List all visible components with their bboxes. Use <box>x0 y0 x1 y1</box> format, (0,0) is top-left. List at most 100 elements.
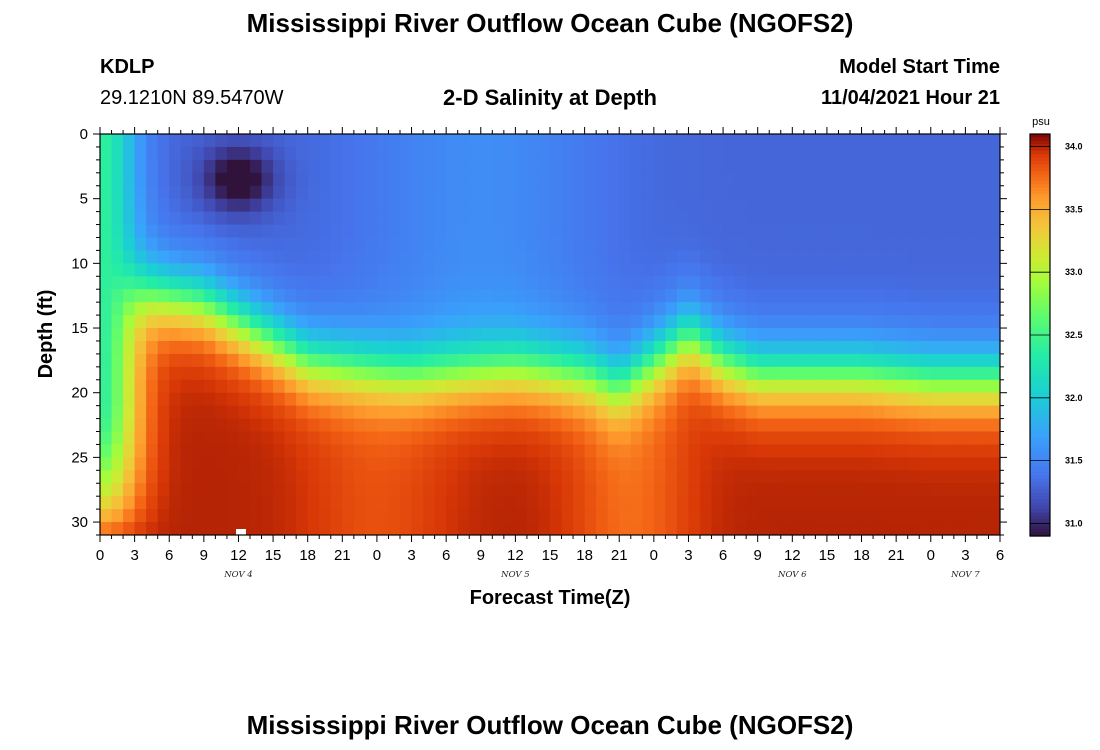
heatmap-cell <box>780 340 793 355</box>
heatmap-cell <box>907 289 920 303</box>
heatmap-cell <box>192 418 205 433</box>
heatmap-cell <box>111 237 124 252</box>
heatmap-cell <box>192 289 205 303</box>
heatmap-cell <box>203 237 216 252</box>
heatmap-cell <box>757 263 770 277</box>
heatmap-cell <box>642 444 655 458</box>
heatmap-cell <box>838 315 851 329</box>
heatmap-cell <box>330 379 343 394</box>
heatmap-cell <box>365 509 378 523</box>
colorbar-segment <box>1030 469 1050 473</box>
heatmap-cell <box>342 328 355 342</box>
heatmap-cell <box>723 457 736 471</box>
heatmap-cell <box>123 276 136 290</box>
heatmap-cell <box>746 263 759 277</box>
heatmap-cell <box>953 289 966 303</box>
heatmap-cell <box>180 483 193 497</box>
heatmap-cell <box>642 250 655 264</box>
heatmap-cell <box>700 198 713 213</box>
heatmap-cell <box>434 289 447 303</box>
heatmap-cell <box>250 392 263 407</box>
heatmap-cell <box>780 315 793 329</box>
heatmap-cell <box>792 392 805 407</box>
heatmap-cell <box>203 340 216 355</box>
heatmap-cell <box>515 211 528 226</box>
heatmap-cell <box>769 185 782 200</box>
heatmap-cell <box>226 340 240 355</box>
heatmap-cell <box>446 250 459 264</box>
heatmap-cell <box>538 146 551 161</box>
heatmap-cell <box>515 418 528 433</box>
heatmap-cell <box>780 211 793 226</box>
heatmap-cell <box>550 211 563 226</box>
heatmap-cell <box>330 328 343 342</box>
heatmap-cell <box>676 146 690 161</box>
colorbar-segment <box>1030 348 1050 353</box>
heatmap-cell <box>873 263 886 277</box>
heatmap-cell <box>861 366 874 381</box>
heatmap-cell <box>630 237 643 252</box>
heatmap-cell <box>988 328 1000 342</box>
heatmap-cell <box>873 431 886 446</box>
heatmap-cell <box>180 302 193 316</box>
heatmap-cell <box>826 379 840 394</box>
heatmap-cell <box>550 276 563 290</box>
heatmap-cell <box>861 289 874 303</box>
heatmap-cell <box>480 276 493 290</box>
heatmap-cell <box>111 483 124 497</box>
colorbar-segment <box>1030 134 1050 138</box>
colorbar-segment <box>1030 284 1050 289</box>
heatmap-cell <box>700 289 713 303</box>
heatmap-cell <box>596 185 609 200</box>
heatmap-cell <box>169 483 182 497</box>
heatmap-cell <box>261 224 274 239</box>
heatmap-cell <box>919 146 932 161</box>
heatmap-cell <box>503 185 516 200</box>
heatmap-cell <box>411 211 424 226</box>
heatmap-cell <box>607 366 620 381</box>
heatmap-cell <box>319 522 332 535</box>
heatmap-cell <box>665 146 678 161</box>
heatmap-cell <box>769 263 782 277</box>
heatmap-cell <box>607 509 620 523</box>
heatmap-cell <box>642 146 655 161</box>
heatmap-cell <box>376 237 390 252</box>
heatmap-cell <box>538 250 551 264</box>
heatmap-cell <box>907 211 920 226</box>
heatmap-cell <box>676 392 690 407</box>
heatmap-cell <box>192 250 205 264</box>
heatmap-cell <box>319 431 332 446</box>
heatmap-cell <box>700 483 713 497</box>
colorbar-segment <box>1030 264 1050 269</box>
heatmap-cell <box>769 315 782 329</box>
colorbar-segment <box>1030 244 1050 249</box>
heatmap-cell <box>250 328 263 342</box>
heatmap-cell <box>376 340 390 355</box>
heatmap-cell <box>492 224 505 239</box>
heatmap-cell <box>965 509 978 523</box>
heatmap-cell <box>919 392 932 407</box>
heatmap-cell <box>965 263 978 277</box>
heatmap-cell <box>965 483 978 497</box>
heatmap-cell <box>630 159 643 174</box>
heatmap-cell <box>803 315 816 329</box>
heatmap-cell <box>884 263 897 277</box>
heatmap-cell <box>780 263 793 277</box>
heatmap-cell <box>792 353 805 368</box>
heatmap-cell <box>376 366 390 381</box>
heatmap-cell <box>261 522 274 535</box>
heatmap-cell <box>307 276 320 290</box>
heatmap-cell <box>192 405 205 420</box>
heatmap-cell <box>596 159 609 174</box>
heatmap-cell <box>250 250 263 264</box>
heatmap-cell <box>203 172 216 187</box>
heatmap-cell <box>503 392 516 407</box>
heatmap-cell <box>988 172 1000 187</box>
heatmap-cell <box>734 457 747 471</box>
heatmap-cell <box>353 276 366 290</box>
heatmap-cell <box>780 392 793 407</box>
heatmap-cell <box>469 250 482 264</box>
heatmap-cell <box>653 198 666 213</box>
heatmap-cell <box>226 366 240 381</box>
heatmap-cell <box>757 483 770 497</box>
